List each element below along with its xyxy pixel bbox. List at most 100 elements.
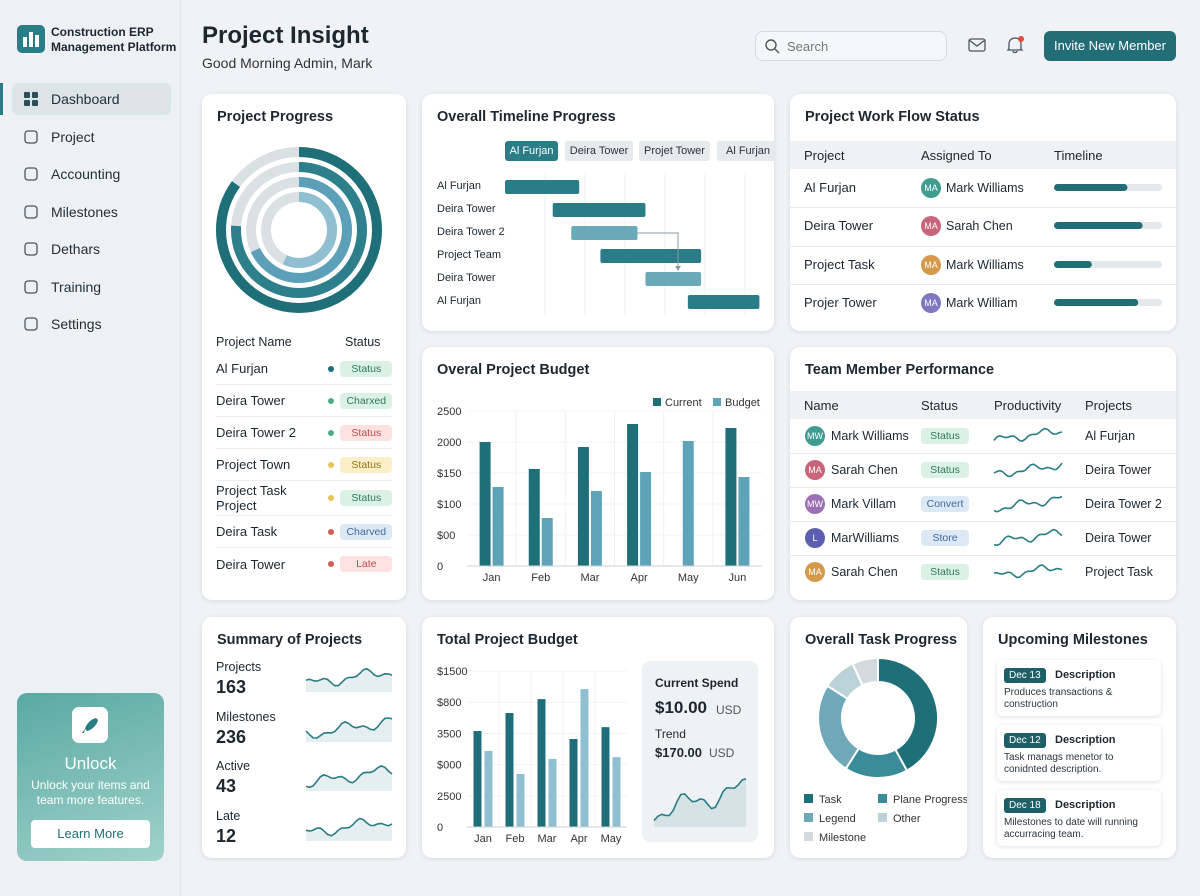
graphic	[1054, 222, 1162, 230]
nav-item[interactable]: Settings	[12, 308, 171, 340]
gantt-bar	[505, 180, 580, 194]
nav-item[interactable]: Accounting	[12, 158, 171, 190]
invite-button[interactable]: Invite New Member	[1044, 31, 1176, 61]
avatar: MW	[805, 494, 825, 514]
avatar: L	[805, 528, 825, 548]
project-name: Project Task	[1085, 565, 1153, 579]
timeline-tab[interactable]: Al Furjan	[505, 141, 558, 161]
summary-value: 12	[216, 825, 237, 846]
dependency-arrowhead	[675, 266, 681, 271]
summary-value: 163	[216, 677, 247, 697]
project-row: Deira Tower 2 Status	[216, 417, 393, 449]
unlock-text: Unlock your items and team more features…	[31, 778, 150, 807]
graphic	[765, 39, 780, 54]
nav-icon	[24, 167, 38, 181]
milestone-item: Dec 13 Description Produces transactions &…	[997, 660, 1161, 716]
gantt-bar	[552, 203, 646, 217]
bar	[580, 689, 589, 827]
y-tick-label: 0	[437, 561, 443, 573]
donut-segment	[851, 656, 879, 687]
legend-label: Legend	[819, 813, 856, 825]
nav-icon	[24, 317, 38, 331]
bar	[590, 490, 602, 566]
sparkline	[305, 716, 393, 739]
bar	[548, 758, 557, 827]
progress-bar	[1054, 184, 1128, 191]
member-name: Mark Villam	[831, 497, 897, 511]
milestone-date: Dec 18	[1004, 798, 1046, 813]
graphic	[17, 25, 45, 53]
graphic	[24, 317, 38, 331]
y-tick-label: 2500	[437, 791, 461, 803]
y-tick-label: 2000	[437, 437, 461, 449]
pill-wrap: Charved	[340, 523, 393, 540]
timeline-tab[interactable]: Al Furjan	[717, 141, 774, 161]
status-pill: Store	[921, 530, 969, 546]
project-row: Project Town Status	[216, 449, 393, 481]
spend-panel: Current Spend $10.00 USD Trend $170.00 USD	[642, 661, 758, 842]
timeline-tab[interactable]: Projet Tower	[639, 141, 710, 161]
nav-item[interactable]: Milestones	[12, 196, 171, 228]
status-pill: Status	[921, 564, 969, 580]
status-pill: Status	[921, 428, 969, 444]
search-box[interactable]: Search	[755, 31, 947, 61]
graphic: 0 2500 $000 3500 $800 $1500 Jan Feb Mar Apr May	[437, 666, 627, 845]
workflow-card: Project Work Flow Status Project Assigned …	[790, 94, 1176, 331]
sidebar: Construction ERP Management Platform Dashb…	[0, 0, 181, 896]
nav-label: Training	[51, 278, 102, 295]
learn-more-button[interactable]: Learn More	[31, 820, 150, 848]
graphic	[305, 667, 393, 692]
pill-wrap: Status	[340, 424, 393, 441]
avatar: MA	[921, 178, 941, 198]
member-name: Mark Williams	[831, 429, 909, 443]
graphic	[305, 817, 393, 841]
milestone-label: Description	[1055, 734, 1116, 746]
sparkline	[993, 427, 1063, 442]
status-pill: Status	[340, 360, 393, 377]
status-dot	[328, 561, 335, 567]
column-header: Name	[804, 398, 839, 413]
ring-progress	[216, 147, 382, 313]
logo-bar	[29, 32, 33, 47]
card-title: Project Progress	[217, 109, 334, 125]
table-header	[790, 141, 1176, 169]
column-header: Timeline	[1054, 148, 1103, 163]
row-divider	[790, 453, 1176, 454]
summary-value: 236	[216, 726, 247, 747]
task-label: Deira Tower	[437, 272, 496, 284]
status-pill: Charved	[340, 523, 393, 540]
legend-label: Milestone	[819, 832, 866, 844]
nav-item[interactable]: Dethars	[12, 233, 171, 265]
dependency-arrow	[637, 232, 679, 269]
bar	[627, 424, 639, 566]
timeline-tab[interactable]: Deira Tower	[565, 141, 633, 161]
gantt-bar	[600, 249, 702, 263]
project-name: Project Town	[216, 457, 291, 472]
bar	[682, 441, 694, 566]
nav-item[interactable]: Training	[12, 271, 171, 303]
project-name: Deira Task	[216, 524, 278, 539]
sparkline	[993, 528, 1063, 547]
person-name: Mark Williams	[946, 181, 1024, 195]
avatar: MA	[921, 216, 941, 237]
graphic	[24, 279, 38, 294]
donut-segment	[877, 656, 940, 772]
avatar: MA	[805, 460, 825, 480]
column-header: Assigned To	[921, 148, 992, 163]
nav-item[interactable]: Project	[12, 121, 171, 153]
nav-item[interactable]: Dashboard	[12, 83, 171, 115]
mail-icon	[968, 39, 986, 47]
nav-label: Project	[51, 128, 95, 145]
legend-label: Current	[665, 397, 702, 409]
card-title: Project Work Flow Status	[805, 109, 980, 125]
avatar: MA	[921, 292, 941, 313]
sparkline	[305, 765, 393, 789]
legend-label: Plane Progress	[893, 794, 967, 806]
brand-name: Management Platform	[51, 40, 177, 54]
page-subtitle: Good Morning Admin, Mark	[202, 55, 373, 71]
project-name: Deira Tower	[804, 218, 874, 234]
project-row: Project Task Project Status	[216, 481, 393, 516]
graphic	[24, 242, 38, 256]
graphic	[24, 204, 38, 219]
